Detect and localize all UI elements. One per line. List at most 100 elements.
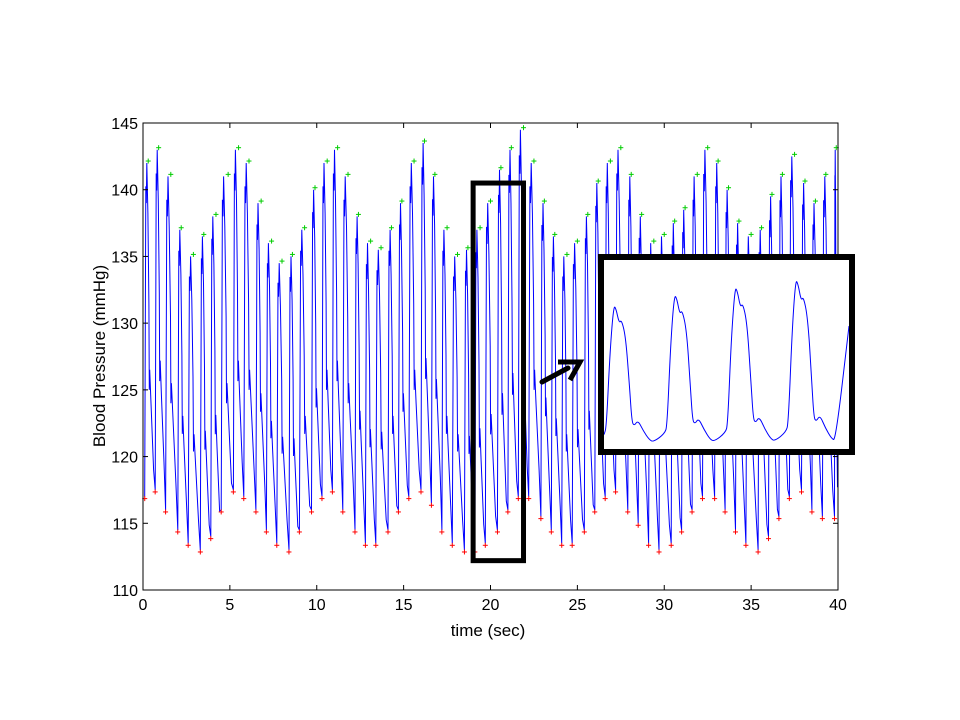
peak-marker	[465, 245, 471, 251]
y-tick-label: 140	[111, 183, 138, 200]
trough-marker	[208, 536, 214, 542]
trough-marker	[319, 496, 325, 502]
peak-marker	[823, 171, 829, 177]
peak-marker	[178, 225, 184, 231]
trough-marker	[526, 496, 532, 502]
peak-marker	[748, 231, 754, 237]
peak-marker	[736, 218, 742, 224]
peak-marker	[682, 205, 688, 211]
peak-marker	[618, 145, 624, 151]
trough-marker	[538, 516, 544, 522]
trough-marker	[163, 509, 169, 515]
peak-marker	[802, 178, 808, 184]
trough-marker	[428, 502, 434, 508]
trough-marker	[743, 542, 749, 548]
y-tick-label: 115	[112, 516, 138, 533]
trough-marker	[185, 542, 191, 548]
trough-marker	[776, 516, 782, 522]
trough-marker	[679, 529, 685, 535]
trough-marker	[689, 509, 695, 515]
peak-marker	[335, 145, 341, 151]
trough-marker	[309, 509, 315, 515]
peak-marker	[236, 145, 242, 151]
trough-marker	[449, 542, 455, 548]
trough-marker	[385, 529, 391, 535]
y-tick-label: 110	[112, 583, 138, 600]
peak-marker	[269, 238, 275, 244]
x-tick-label: 35	[742, 597, 760, 614]
trough-marker	[329, 489, 335, 495]
trough-marker	[241, 496, 247, 502]
trough-marker	[699, 496, 705, 502]
trough-marker	[515, 496, 521, 502]
peak-marker	[378, 245, 384, 251]
trough-marker	[613, 489, 619, 495]
peak-marker	[759, 225, 765, 231]
trough-marker	[274, 542, 280, 548]
y-tick-label: 130	[111, 316, 138, 333]
trough-marker	[766, 536, 771, 542]
trough-marker	[809, 509, 815, 515]
trough-marker	[494, 529, 500, 535]
trough-marker	[373, 542, 379, 548]
peak-marker	[432, 171, 438, 177]
peak-marker	[769, 191, 775, 197]
peak-marker	[585, 211, 591, 217]
y-tick-label: 125	[111, 383, 138, 400]
peak-marker	[639, 211, 645, 217]
peak-marker	[521, 125, 527, 131]
peak-marker	[324, 158, 330, 164]
trough-marker	[197, 549, 203, 555]
arrow-shaft	[539, 365, 571, 385]
peak-marker	[812, 198, 818, 204]
y-tick-label: 145	[111, 116, 138, 133]
peak-marker	[190, 251, 196, 257]
trough-marker	[712, 496, 718, 502]
x-tick-label: 40	[829, 597, 847, 614]
x-tick-label: 10	[308, 597, 326, 614]
trough-marker	[362, 542, 368, 548]
x-tick-label: 15	[395, 597, 413, 614]
peak-marker	[661, 231, 667, 237]
peak-marker	[607, 158, 613, 164]
peak-marker	[201, 231, 207, 237]
trough-marker	[482, 542, 488, 548]
peak-marker	[399, 198, 405, 204]
peak-marker	[477, 225, 483, 231]
trough-marker	[152, 489, 158, 495]
trough-marker	[581, 529, 587, 535]
x-tick-label: 25	[568, 597, 586, 614]
peak-marker	[498, 165, 504, 171]
trough-marker	[625, 509, 631, 515]
trough-marker	[548, 529, 554, 535]
trough-marker	[352, 529, 358, 535]
peak-marker	[541, 198, 547, 204]
trough-marker	[286, 549, 292, 555]
peak-marker	[246, 158, 252, 164]
trough-marker	[569, 542, 575, 548]
marker-layer	[142, 125, 839, 555]
peak-marker	[279, 258, 285, 264]
waveform-layer	[144, 129, 838, 551]
peak-marker	[488, 198, 493, 204]
peak-marker	[651, 238, 657, 244]
inset-frame	[598, 254, 855, 455]
trough-marker	[439, 529, 445, 535]
trough-marker	[656, 549, 662, 555]
trough-marker	[646, 542, 652, 548]
tick-layer: 0 5 10 15 20 25 30 35 40 110 115 120 125 130 135 140 145	[111, 116, 847, 614]
trough-marker	[559, 542, 565, 548]
trough-marker	[230, 489, 236, 495]
trough-marker	[406, 496, 412, 502]
peak-marker	[694, 171, 700, 177]
trough-marker	[592, 509, 598, 515]
peak-marker	[564, 251, 570, 257]
peak-marker	[531, 158, 537, 164]
trough-marker	[461, 549, 467, 555]
trough-marker	[263, 529, 269, 535]
x-tick-label: 5	[225, 597, 234, 614]
peak-marker	[715, 158, 721, 164]
peak-marker	[411, 158, 417, 164]
y-tick-label: 135	[111, 249, 138, 266]
